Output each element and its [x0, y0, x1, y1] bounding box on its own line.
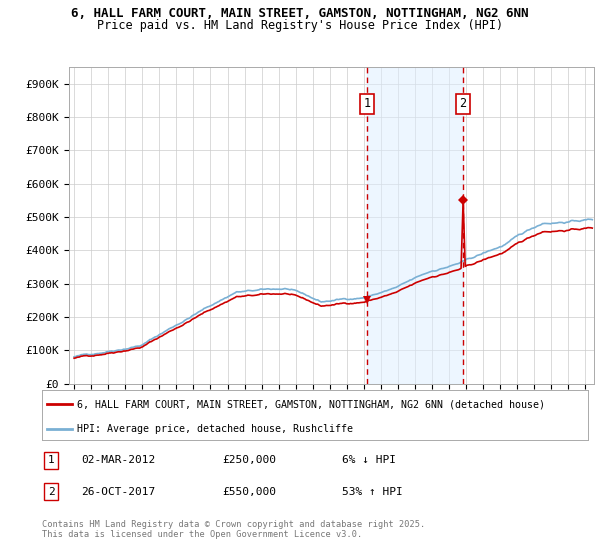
Text: 1: 1 — [47, 455, 55, 465]
Text: 26-OCT-2017: 26-OCT-2017 — [81, 487, 155, 497]
Text: 6, HALL FARM COURT, MAIN STREET, GAMSTON, NOTTINGHAM, NG2 6NN (detached house): 6, HALL FARM COURT, MAIN STREET, GAMSTON… — [77, 399, 545, 409]
Text: 02-MAR-2012: 02-MAR-2012 — [81, 455, 155, 465]
Text: 1: 1 — [363, 97, 370, 110]
Text: HPI: Average price, detached house, Rushcliffe: HPI: Average price, detached house, Rush… — [77, 424, 353, 434]
Text: £250,000: £250,000 — [222, 455, 276, 465]
Text: 2: 2 — [460, 97, 467, 110]
Text: Contains HM Land Registry data © Crown copyright and database right 2025.
This d: Contains HM Land Registry data © Crown c… — [42, 520, 425, 539]
Text: 2: 2 — [47, 487, 55, 497]
Text: 53% ↑ HPI: 53% ↑ HPI — [342, 487, 403, 497]
Text: 6, HALL FARM COURT, MAIN STREET, GAMSTON, NOTTINGHAM, NG2 6NN: 6, HALL FARM COURT, MAIN STREET, GAMSTON… — [71, 7, 529, 20]
Text: £550,000: £550,000 — [222, 487, 276, 497]
Text: Price paid vs. HM Land Registry's House Price Index (HPI): Price paid vs. HM Land Registry's House … — [97, 19, 503, 32]
Text: 6% ↓ HPI: 6% ↓ HPI — [342, 455, 396, 465]
